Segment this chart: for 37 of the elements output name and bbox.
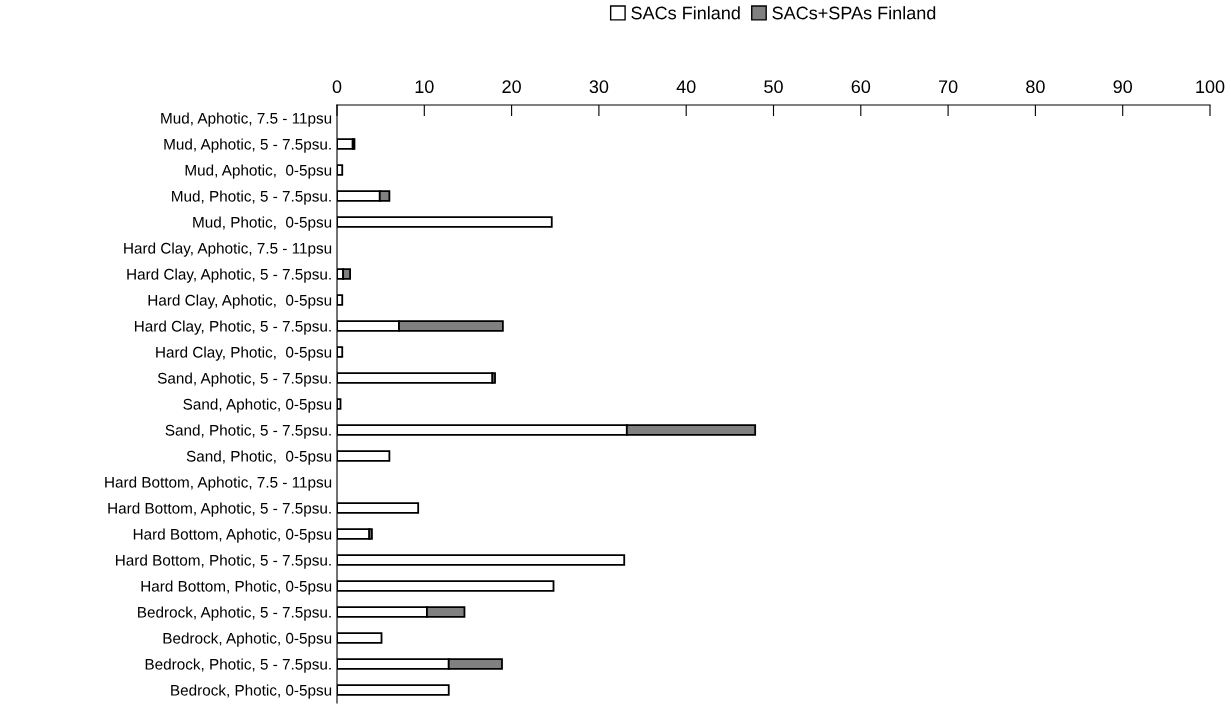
x-tick-label: 90 — [1113, 80, 1133, 94]
x-tick-label: 70 — [938, 80, 958, 94]
y-tick-label: Bedrock, Photic, 5 - 7.5psu. — [145, 658, 331, 673]
y-tick-label: Hard Clay, Aphotic, 5 - 7.5psu. — [127, 268, 331, 283]
y-tick-label: Mud, Photic, 0-5psu — [193, 216, 332, 231]
x-tick-label: 100 — [1196, 80, 1225, 94]
y-tick-label: Bedrock, Aphotic, 5 - 7.5psu. — [138, 606, 331, 621]
y-tick-label: Bedrock, Photic, 0-5psu — [171, 684, 332, 699]
bar — [342, 268, 351, 280]
y-tick-label: Hard Clay, Photic, 0-5psu — [156, 346, 332, 361]
x-tick-label: 20 — [502, 80, 521, 94]
y-tick-label: Hard Bottom, Photic, 0-5psu — [141, 580, 332, 595]
x-tick-label: 40 — [676, 80, 696, 94]
x-tick-label: 80 — [1026, 80, 1045, 94]
y-tick-label: Mud, Aphotic, 7.5 - 11psu — [161, 112, 332, 127]
y-tick-label: Mud, Aphotic, 5 - 7.5psu. — [164, 138, 331, 153]
y-tick-label: Sand, Aphotic, 5 - 7.5psu. — [157, 372, 331, 387]
y-tick-label: Hard Bottom, Photic, 5 - 7.5psu. — [116, 554, 331, 569]
x-tick-label: 30 — [589, 80, 609, 94]
y-tick-label: Hard Bottom, Aphotic, 5 - 7.5psu. — [108, 502, 331, 517]
y-tick-label: Hard Clay, Aphotic, 7.5 - 11psu — [124, 242, 332, 257]
x-tick-label: 10 — [415, 80, 434, 94]
y-tick-label: Hard Clay, Aphotic, 0-5psu — [148, 294, 332, 309]
legend-label: SACs Finland — [631, 6, 740, 20]
x-tick-label: 0 — [332, 80, 342, 94]
legend-label: SACs+SPAs Finland — [772, 6, 936, 20]
y-tick-label: Mud, Aphotic, 0-5psu — [185, 164, 332, 179]
y-tick-label: Hard Bottom, Aphotic, 0-5psu — [133, 528, 332, 543]
x-tick-label: 60 — [851, 80, 871, 94]
y-tick-label: Hard Bottom, Aphotic, 7.5 - 11psu — [105, 476, 332, 491]
x-tick-label: 50 — [764, 80, 783, 94]
y-tick-label: Sand, Photic, 5 - 7.5psu. — [165, 424, 331, 439]
y-tick-label: Sand, Aphotic, 0-5psu — [183, 398, 332, 413]
y-tick-label: Mud, Photic, 5 - 7.5psu. — [172, 190, 331, 205]
y-tick-label: Sand, Photic, 0-5psu — [186, 450, 332, 465]
y-tick-label: Bedrock, Aphotic, 0-5psu — [163, 632, 332, 647]
y-tick-label: Hard Clay, Photic, 5 - 7.5psu. — [134, 320, 331, 335]
